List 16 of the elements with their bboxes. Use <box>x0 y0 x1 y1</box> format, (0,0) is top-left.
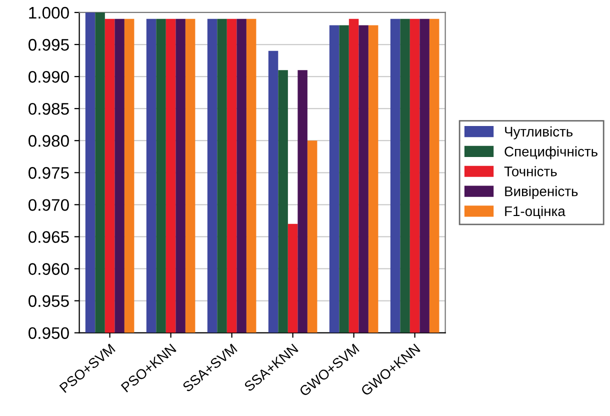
legend-label: Чутливість <box>505 126 573 140</box>
y-tick-label: 0.990 <box>28 70 69 83</box>
y-tick-label: 0.960 <box>28 263 69 275</box>
y-tick-label: 0.970 <box>28 199 69 211</box>
legend-label: F1-оцінка <box>505 206 566 219</box>
legend-label: Вивіреність <box>505 186 578 200</box>
legend-label: Точність <box>504 166 557 176</box>
y-tick-label: 0.995 <box>28 38 69 51</box>
legend-label: Специфічність <box>504 146 598 160</box>
y-tick-label: 1.000 <box>29 6 69 19</box>
y-tick-label: 0.965 <box>28 231 69 243</box>
y-tick-label: 0.985 <box>28 102 69 115</box>
y-tick-label: 0.955 <box>28 295 69 307</box>
y-tick-label: 0.950 <box>28 327 69 340</box>
y-tick-label: 0.975 <box>28 167 69 179</box>
y-tick-label: 0.980 <box>28 135 69 147</box>
